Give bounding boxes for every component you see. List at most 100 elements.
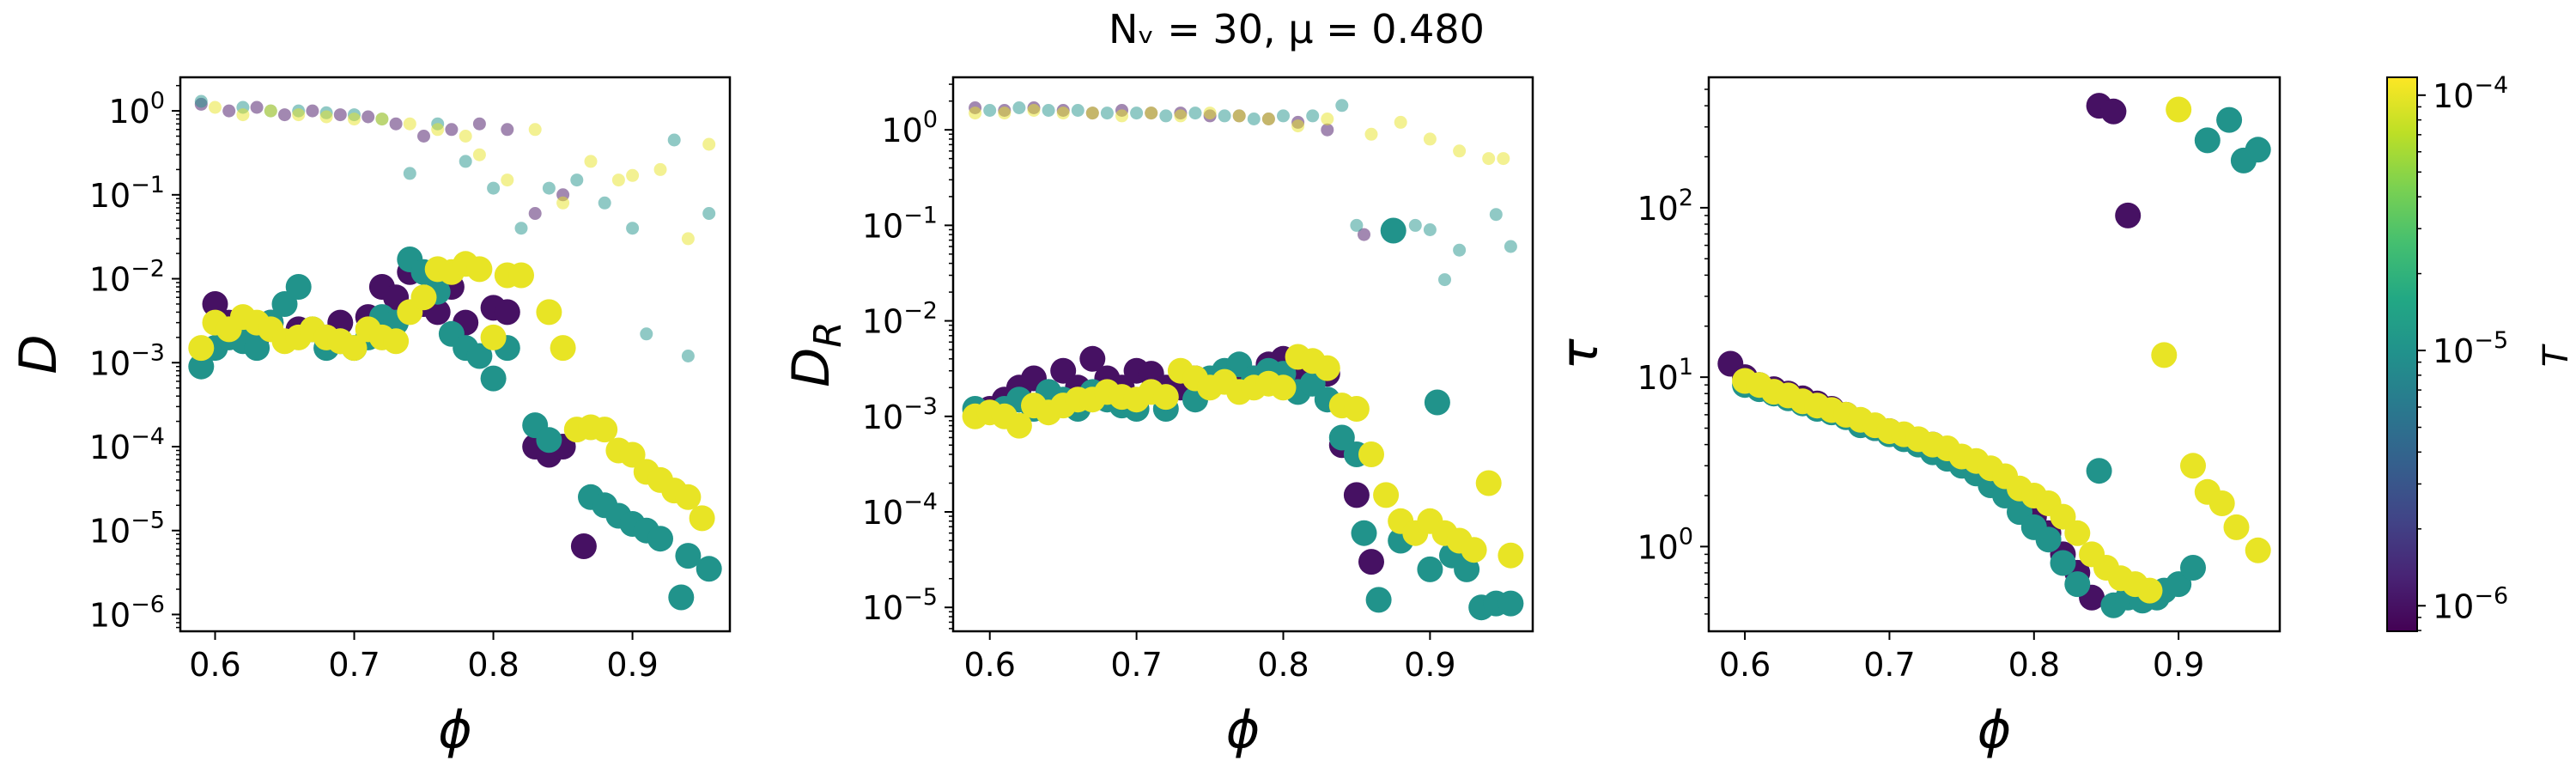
data-point xyxy=(1408,218,1422,232)
y-tick-label: 10−3 xyxy=(89,339,165,382)
data-point xyxy=(1314,355,1340,381)
colorbar-label: T xyxy=(2537,343,2576,367)
colorbar-tick-label: 10−4 xyxy=(2433,72,2508,115)
data-point xyxy=(209,100,222,114)
data-point xyxy=(1438,273,1451,287)
data-point xyxy=(1497,152,1510,166)
data-point xyxy=(1394,115,1407,129)
data-point xyxy=(1174,109,1188,123)
data-point xyxy=(1351,520,1377,546)
data-point xyxy=(1498,542,1524,569)
data-point xyxy=(983,104,997,117)
data-point xyxy=(1321,113,1334,125)
y-tick-label: 100 xyxy=(1637,523,1693,566)
data-point xyxy=(459,130,472,143)
plot-frame xyxy=(951,76,1534,633)
data-point xyxy=(1306,109,1320,123)
x-axis-label: ϕ xyxy=(1226,700,1261,760)
data-point xyxy=(2086,458,2112,484)
data-point xyxy=(480,324,507,350)
data-point xyxy=(1042,104,1055,117)
data-point xyxy=(667,133,681,147)
data-point xyxy=(2050,550,2076,576)
data-point xyxy=(696,556,722,582)
figure-title: Nᵥ = 30, μ = 0.480 xyxy=(1109,6,1485,52)
data-point xyxy=(536,427,562,453)
y-tick-label: 102 xyxy=(1637,185,1693,228)
data-point xyxy=(292,108,306,122)
data-point xyxy=(431,123,445,137)
data-point xyxy=(2245,137,2271,163)
data-point xyxy=(1335,99,1349,113)
y-axis-label: D xyxy=(9,334,69,374)
y-tick-label: 10−2 xyxy=(862,298,938,341)
data-point xyxy=(1461,537,1487,563)
data-point xyxy=(550,335,576,362)
y-tick-label: 10−3 xyxy=(862,393,938,436)
y-tick-label: 100 xyxy=(881,107,938,149)
data-point xyxy=(1012,101,1026,114)
data-point xyxy=(1130,107,1144,120)
data-point xyxy=(1365,587,1392,613)
colorbar-tick-label: 10−5 xyxy=(2433,327,2508,370)
data-point xyxy=(1358,441,1384,467)
colorbar: T 10−4 10−5 10−6 xyxy=(2386,72,2576,632)
x-tick-label: 0.7 xyxy=(328,646,380,684)
data-point xyxy=(501,123,514,137)
plot-frame xyxy=(1707,76,2281,633)
data-point xyxy=(508,262,534,289)
data-point xyxy=(480,365,507,392)
data-point xyxy=(1277,109,1290,123)
data-point xyxy=(570,173,584,187)
data-point xyxy=(285,274,312,300)
data-point xyxy=(1247,113,1261,125)
data-point xyxy=(1489,208,1503,222)
data-point xyxy=(1380,217,1406,244)
x-tick-label: 0.8 xyxy=(467,646,519,684)
data-point xyxy=(668,584,695,611)
data-point xyxy=(1152,384,1179,411)
data-point xyxy=(702,137,716,151)
x-tick-label: 0.7 xyxy=(1110,646,1162,684)
data-point xyxy=(1373,482,1400,508)
data-point xyxy=(640,327,653,341)
data-point xyxy=(410,284,437,311)
data-point xyxy=(487,181,501,195)
plot-frame xyxy=(179,76,732,633)
data-point xyxy=(675,543,702,569)
data-point xyxy=(653,162,667,176)
data-point xyxy=(383,328,410,355)
x-tick-label: 0.6 xyxy=(964,646,1016,684)
data-point xyxy=(417,130,430,143)
panel-diffusion: 0.6 0.7 0.8 0.9 100 10−1 10−2 10−3 10−4 10−5 10−6 ϕ… xyxy=(9,76,732,760)
data-point xyxy=(1453,243,1467,257)
data-point xyxy=(445,123,459,137)
data-point xyxy=(361,110,375,124)
data-point xyxy=(244,335,270,362)
data-point xyxy=(501,173,514,187)
data-point xyxy=(1218,109,1231,123)
data-point xyxy=(1100,107,1114,120)
data-point xyxy=(2180,555,2206,581)
x-tick-label: 0.6 xyxy=(189,646,240,684)
data-point xyxy=(2100,98,2127,125)
data-point xyxy=(319,110,333,124)
data-point xyxy=(1188,107,1202,120)
data-point xyxy=(702,207,716,220)
data-point xyxy=(2035,526,2062,553)
data-point xyxy=(1343,396,1370,422)
data-point xyxy=(2180,453,2206,479)
data-point xyxy=(611,173,625,187)
data-point xyxy=(969,107,982,120)
y-tick-label: 10−5 xyxy=(862,584,938,627)
panel-rotational-diffusion: 0.6 0.7 0.8 0.9 100 10−1 10−2 10−3 10−4 10−5 ϕ DR xyxy=(781,76,1534,760)
data-point xyxy=(494,299,520,326)
data-point xyxy=(2115,202,2142,228)
data-point xyxy=(222,104,236,118)
data-point xyxy=(1005,412,1032,439)
data-point xyxy=(536,299,562,326)
x-axis-label: ϕ xyxy=(438,700,472,760)
y-tick-label: 100 xyxy=(108,88,165,131)
data-point xyxy=(542,181,556,195)
y-axis-label: τ xyxy=(1550,338,1610,370)
